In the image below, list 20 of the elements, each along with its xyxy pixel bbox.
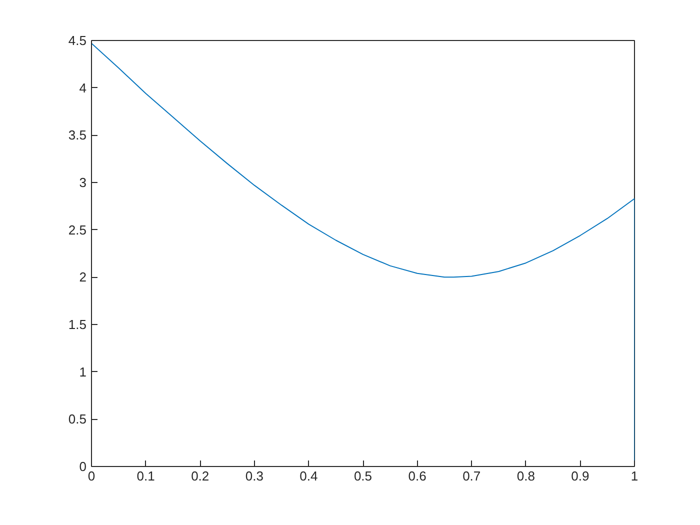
- x-tick-label: 0.4: [300, 468, 318, 484]
- x-tick-label: 0.1: [136, 468, 155, 484]
- x-tick-label: 0.9: [571, 468, 590, 484]
- x-tick-label: 0.2: [191, 468, 210, 484]
- x-tick-label: 0.8: [516, 468, 535, 484]
- y-tick-label: 3.5: [68, 128, 87, 143]
- x-tick-label: 1: [630, 468, 638, 484]
- x-tick-label: 0.6: [408, 468, 426, 484]
- y-tick-label: 3: [79, 175, 87, 190]
- x-tick-label: 0.5: [354, 468, 372, 484]
- y-tick-label: 2: [79, 270, 87, 285]
- y-tick-label: 0: [79, 459, 87, 474]
- y-tick-label: 1.5: [68, 317, 87, 332]
- x-tick-label: 0.3: [245, 468, 264, 484]
- y-tick-label: 0.5: [68, 412, 87, 427]
- y-tick-label: 4.5: [68, 33, 87, 48]
- x-tick-label: 0.7: [462, 468, 481, 484]
- y-tick-label: 2.5: [68, 222, 87, 238]
- y-tick-label: 1: [79, 364, 87, 380]
- y-tick-label: 4: [79, 80, 87, 96]
